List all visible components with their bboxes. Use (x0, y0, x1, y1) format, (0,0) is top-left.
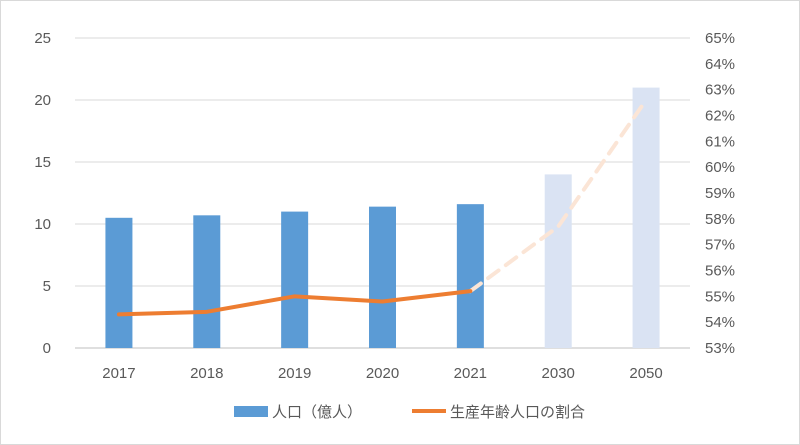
legend-label-working-age-ratio: 生産年齢人口の割合 (450, 403, 585, 421)
right-tick-label: 59% (705, 185, 735, 202)
x-tick-label: 2019 (278, 365, 311, 382)
right-tick-label: 64% (705, 56, 735, 73)
legend: 人口（億人） 生産年齢人口の割合 (234, 403, 585, 421)
gridlines (75, 37, 690, 349)
line-projected-segment (468, 98, 649, 294)
left-tick-label: 15 (34, 154, 51, 171)
left-tick-label: 5 (43, 278, 51, 295)
x-tick-label: 2020 (366, 365, 399, 382)
x-tick-label: 2030 (542, 365, 575, 382)
right-tick-label: 54% (705, 314, 735, 331)
x-tick-label: 2021 (454, 365, 487, 382)
left-axis-ticks: 0 5 10 15 20 25 (34, 30, 51, 357)
line-series-working-age-ratio (116, 98, 649, 317)
bar-2050 (632, 87, 660, 348)
bar-2019 (281, 211, 309, 348)
x-tick-label: 2017 (102, 365, 135, 382)
bar-2017 (105, 217, 133, 348)
right-axis-ticks: 53% 54% 55% 56% 57% 58% 59% 60% 61% 62% 63% 64% 65% (705, 30, 735, 357)
right-tick-label: 60% (705, 159, 735, 176)
legend-label-population: 人口（億人） (272, 403, 362, 421)
legend-swatch-population (234, 406, 268, 417)
bar-series-population (105, 87, 660, 348)
right-tick-label: 58% (705, 211, 735, 228)
right-tick-label: 65% (705, 30, 735, 47)
bar-2020 (369, 206, 396, 348)
right-tick-label: 63% (705, 82, 735, 99)
right-tick-label: 61% (705, 133, 735, 150)
left-tick-label: 10 (34, 216, 51, 233)
bar-2030 (544, 174, 572, 348)
right-tick-label: 57% (705, 237, 735, 254)
bar-2018 (193, 215, 221, 348)
right-tick-label: 56% (705, 263, 735, 280)
right-tick-label: 53% (705, 340, 735, 357)
x-tick-label: 2050 (629, 365, 662, 382)
line-actual-segment (116, 289, 473, 317)
right-tick-label: 55% (705, 288, 735, 305)
bar-2021 (456, 204, 484, 348)
right-tick-label: 62% (705, 108, 735, 125)
left-tick-label: 0 (43, 340, 51, 357)
left-tick-label: 25 (34, 30, 51, 47)
left-tick-label: 20 (34, 92, 51, 109)
x-axis-ticks: 2017 2018 2019 2020 2021 2030 2050 (102, 365, 663, 382)
x-tick-label: 2018 (190, 365, 223, 382)
